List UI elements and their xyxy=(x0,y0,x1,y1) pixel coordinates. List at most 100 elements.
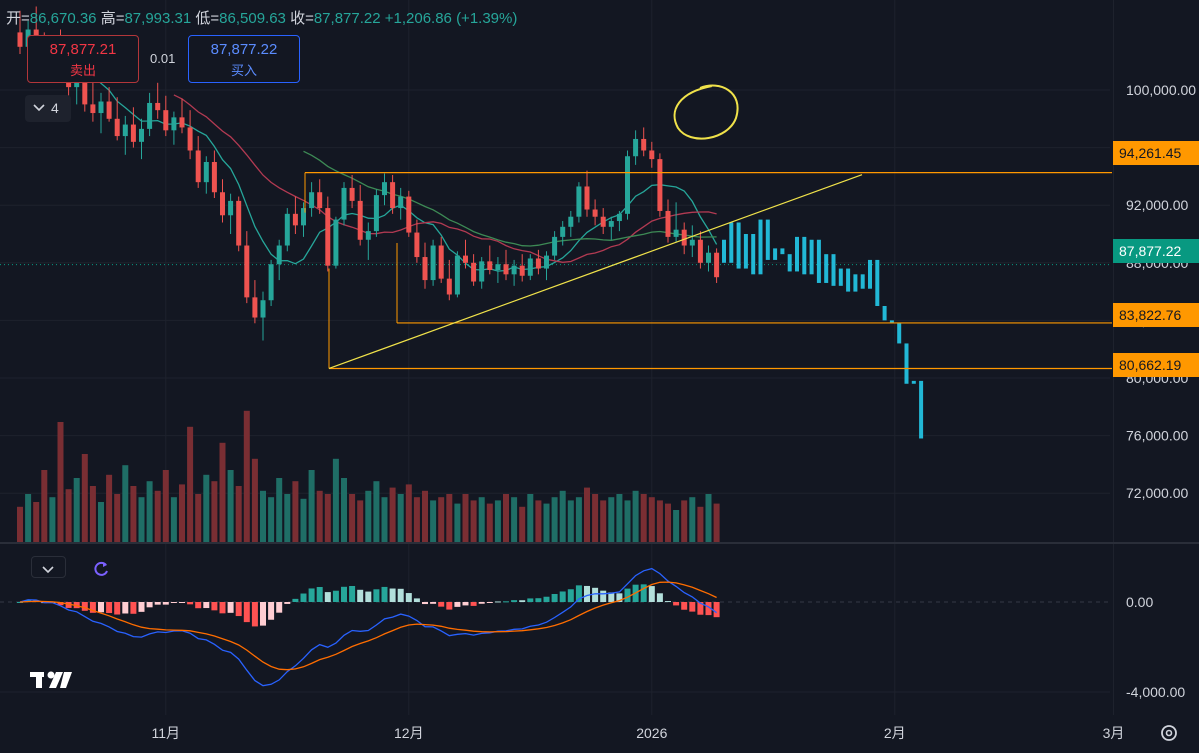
candle-body xyxy=(325,208,331,266)
signal-line xyxy=(19,581,717,671)
volume-bar xyxy=(49,497,56,542)
volume-bar xyxy=(122,465,129,542)
volume-bar xyxy=(268,497,275,542)
macd-histogram-bar xyxy=(624,588,631,602)
macd-histogram-bar xyxy=(276,602,283,613)
volume-bar xyxy=(357,500,364,542)
candle-body xyxy=(584,186,590,210)
tradingview-logo-icon xyxy=(30,668,74,697)
volume-bar xyxy=(25,494,32,542)
gear-icon[interactable] xyxy=(1158,722,1180,749)
macd-histogram-bar xyxy=(341,586,347,602)
volume-bar xyxy=(227,470,234,542)
volume-bar xyxy=(243,410,250,542)
volume-bar xyxy=(422,490,428,542)
volume-bar xyxy=(705,494,712,542)
candle-body xyxy=(179,117,185,128)
sell-button[interactable]: 87,877.21 卖出 xyxy=(27,35,139,83)
candle-body xyxy=(479,261,485,282)
sell-price: 87,877.21 xyxy=(49,41,117,58)
volume-bar xyxy=(446,494,453,542)
macd-histogram-bar xyxy=(648,586,655,602)
candle-body xyxy=(292,213,298,226)
macd-histogram-bar xyxy=(251,602,258,627)
macd-histogram-bar xyxy=(405,593,412,602)
projection-bar xyxy=(860,274,865,289)
macd-histogram-bar xyxy=(616,593,623,602)
volume-bar xyxy=(689,497,696,542)
candle-body xyxy=(147,102,153,129)
volume-bar xyxy=(170,497,177,542)
projection-bar xyxy=(904,343,909,384)
projection-bar xyxy=(824,254,829,283)
candle-body xyxy=(454,255,460,295)
ascending-trendline xyxy=(328,174,863,370)
macd-histogram-bar xyxy=(535,598,542,602)
macd-pane-toggle[interactable] xyxy=(31,556,66,578)
macd-histogram-bar xyxy=(365,591,372,602)
volume-bar xyxy=(162,470,169,542)
low-label: 低 xyxy=(195,10,211,27)
volume-bar xyxy=(575,497,582,542)
macd-histogram-bar xyxy=(446,602,453,610)
refresh-icon[interactable] xyxy=(92,560,112,578)
price-tick-label: 76,000.00 xyxy=(1126,428,1188,444)
price-tick-label: 72,000.00 xyxy=(1126,485,1188,501)
macd-histogram-bar xyxy=(114,602,121,615)
candle-body xyxy=(211,162,217,193)
macd-histogram-bar xyxy=(551,593,558,602)
candle-body xyxy=(317,192,323,209)
projection-bar xyxy=(809,239,814,275)
candle-body xyxy=(697,239,703,263)
projection-bar xyxy=(736,222,741,269)
macd-histogram-bar xyxy=(713,602,720,618)
macd-histogram-bar xyxy=(462,602,469,606)
candle-body xyxy=(706,252,711,263)
macd-histogram-bar xyxy=(575,585,582,602)
candle-body xyxy=(552,236,558,256)
macd-histogram-bar xyxy=(170,602,177,603)
time-tick-label: 2026 xyxy=(636,725,667,741)
candle-body xyxy=(260,300,266,318)
macd-histogram-bar xyxy=(300,593,307,602)
candle-body xyxy=(446,278,452,295)
candle-body xyxy=(544,255,549,269)
volume-bar xyxy=(462,494,469,542)
volume-bar xyxy=(519,506,526,542)
projection-bar xyxy=(816,239,821,283)
candle-body xyxy=(163,110,169,131)
volume-bar xyxy=(503,494,509,542)
candle-body xyxy=(665,210,671,237)
projection-bar xyxy=(889,320,894,324)
ma-slow-line xyxy=(303,150,717,247)
volume-bar xyxy=(543,503,550,542)
macd-histogram-bar xyxy=(640,584,647,602)
volume-bar xyxy=(389,487,396,542)
indicators-toggle[interactable]: 4 xyxy=(25,95,71,122)
macd-histogram-bar xyxy=(89,602,96,613)
volume-bar xyxy=(106,474,113,542)
order-quantity[interactable]: 0.01 xyxy=(150,51,176,66)
high-label: 高 xyxy=(100,10,116,27)
macd-histogram-bar xyxy=(373,589,380,602)
candle-body xyxy=(527,258,533,276)
macd-histogram-bar xyxy=(162,602,169,605)
macd-histogram-bar xyxy=(608,592,615,602)
macd-histogram-bar xyxy=(219,602,226,614)
volume-bar xyxy=(251,458,258,542)
macd-histogram-bar xyxy=(673,602,680,606)
volume-bar xyxy=(632,490,639,542)
volume-bar xyxy=(57,422,64,542)
candle-body xyxy=(139,128,144,142)
projection-bar xyxy=(882,306,887,321)
buy-button[interactable]: 87,877.22 买入 xyxy=(188,35,300,83)
candle-body xyxy=(155,102,161,111)
candle-body xyxy=(657,159,663,211)
candle-body xyxy=(268,264,274,301)
macd-histogram-bar xyxy=(284,602,291,604)
projection-bar xyxy=(773,248,778,260)
change-value: +1,206.86 (+1.39%) xyxy=(384,10,518,27)
candle-body xyxy=(252,297,258,318)
candle-body xyxy=(398,196,404,209)
